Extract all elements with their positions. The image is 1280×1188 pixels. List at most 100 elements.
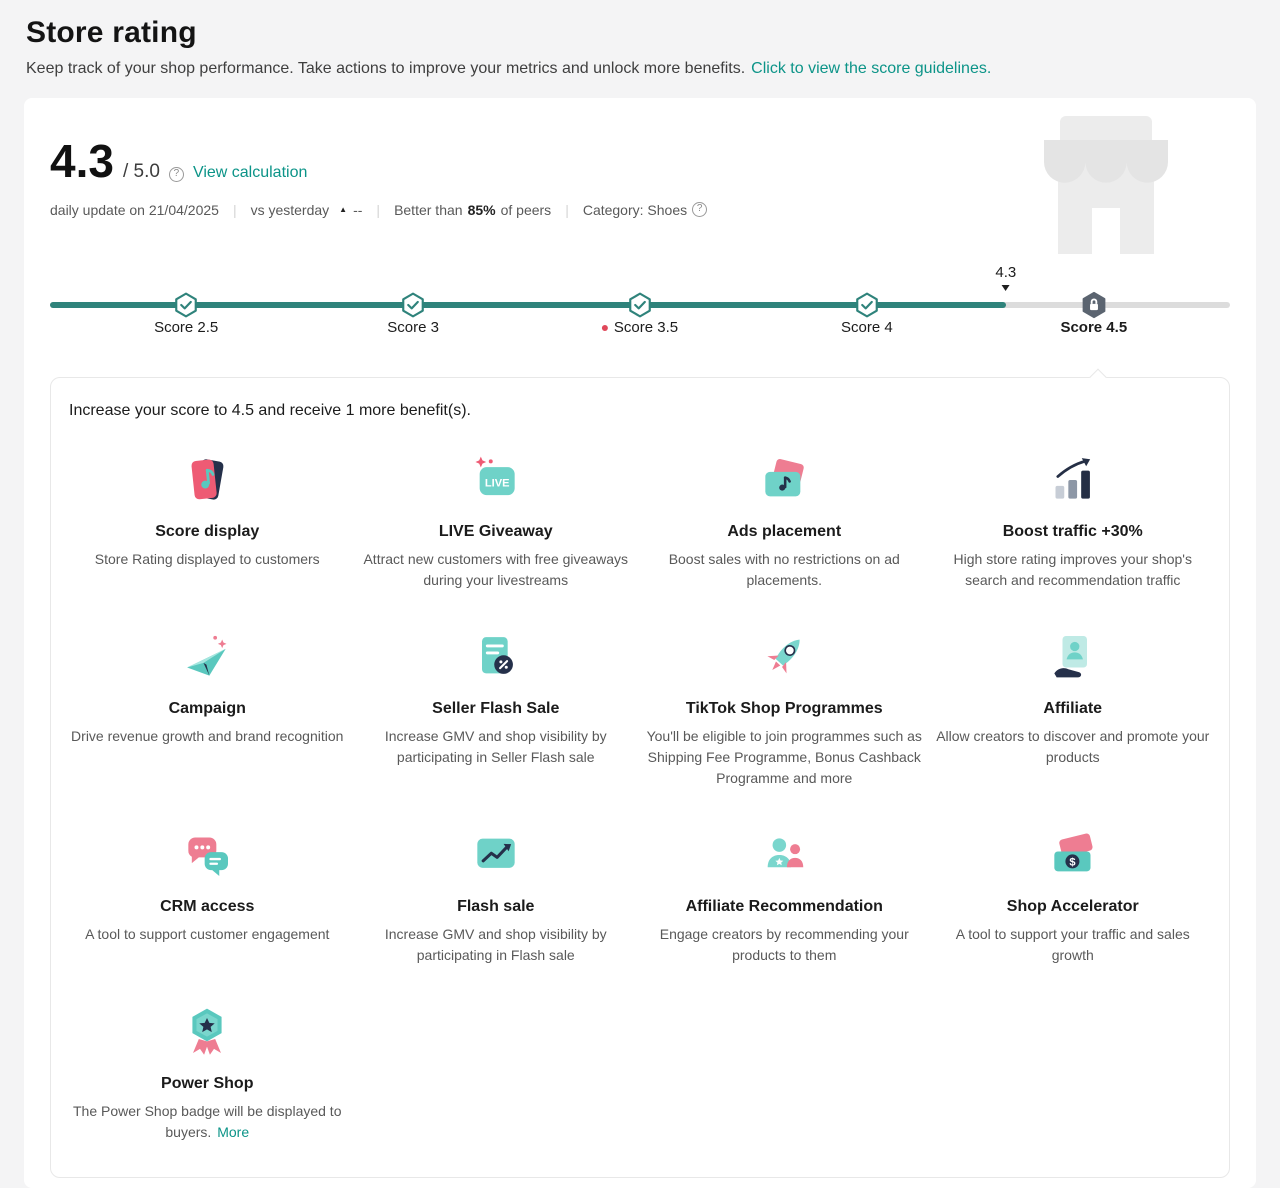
score-meta-row: daily update on 21/04/2025 | vs yesterda… <box>50 201 1230 218</box>
chart-screen-icon <box>468 827 524 883</box>
benefit-boost-traffic: Boost traffic +30% High store rating imp… <box>935 452 1212 591</box>
milestone-label-score-3-5: Score 3.5 <box>601 319 678 336</box>
badge-star-icon <box>179 1004 235 1060</box>
vs-yesterday-value: -- <box>353 202 363 218</box>
growth-chart-icon <box>1045 452 1101 508</box>
view-calculation-link[interactable]: View calculation <box>192 164 308 181</box>
alert-dot-icon <box>601 324 608 331</box>
lock-hexagon-icon <box>1082 291 1106 319</box>
milestone-label-score-4-5: Score 4.5 <box>1060 319 1128 336</box>
benefit-affiliate: Affiliate Allow creators to discover and… <box>935 629 1212 789</box>
current-score-marker: 4.3 <box>995 264 1016 295</box>
separator: | <box>376 202 381 218</box>
benefit-affiliate-recommendation: Affiliate Recommendation Engage creators… <box>646 827 923 966</box>
page-title: Store rating <box>26 16 197 49</box>
check-hexagon-icon <box>629 292 651 318</box>
better-than-prefix: Better than <box>394 202 463 218</box>
page-header: Store rating Keep track of your shop per… <box>0 0 1280 90</box>
benefit-title: LIVE Giveaway <box>438 523 553 540</box>
live-tv-icon: LIVE <box>468 452 524 508</box>
milestone-badge-score-4-5-locked <box>1080 291 1108 319</box>
more-link[interactable]: More <box>217 1124 250 1140</box>
score-row: 4.3 / 5.0 ? View calculation <box>50 138 1230 184</box>
milestone-badge-score-3-5 <box>627 292 653 318</box>
vs-yesterday-label: vs yesterday <box>250 202 330 218</box>
discount-document-icon <box>468 629 524 685</box>
milestone-badge-score-4 <box>854 292 880 318</box>
storefront-illustration <box>1030 116 1182 259</box>
better-than-peers: Better than 85% of peers <box>394 202 551 218</box>
benefit-description: Store Rating displayed to customers <box>94 551 320 567</box>
benefit-description: You'll be eligible to join programmes su… <box>646 728 922 786</box>
marker-row: 4.3 <box>50 264 1230 302</box>
benefit-description: Allow creators to discover and promote y… <box>936 728 1210 765</box>
benefit-shop-accelerator: $ Shop Accelerator A tool to support you… <box>935 827 1212 966</box>
benefit-description: Engage creators by recommending your pro… <box>659 926 909 963</box>
milestone-label-score-3: Score 3 <box>387 319 439 336</box>
wallet-ads-icon <box>756 452 812 508</box>
benefit-title: Ads placement <box>727 523 842 540</box>
page-subtitle: Keep track of your shop performance. Tak… <box>26 60 1254 78</box>
subtitle-text: Keep track of your shop performance. Tak… <box>26 60 746 77</box>
benefit-description: Increase GMV and shop visibility by part… <box>384 926 607 963</box>
benefit-description: A tool to support customer engagement <box>85 926 330 942</box>
milestone-badge-score-2-5 <box>173 292 199 318</box>
separator: | <box>565 202 569 218</box>
guidelines-link[interactable]: Click to view the score guidelines. <box>751 60 992 77</box>
milestone-labels: Score 2.5 Score 3 Score 3.5 Score 4 Scor… <box>50 319 1230 351</box>
money-bills-icon: $ <box>1045 827 1101 883</box>
two-people-icon <box>756 827 812 883</box>
phone-music-note-icon <box>179 452 235 508</box>
better-than-value: 85% <box>467 202 496 218</box>
up-arrow-icon: ▲ <box>339 204 348 214</box>
separator: | <box>232 202 237 218</box>
rocket-icon <box>756 629 812 685</box>
benefits-grid: Score display Store Rating displayed to … <box>69 452 1211 1143</box>
category-info-icon[interactable]: ? <box>692 201 708 217</box>
benefit-title: Campaign <box>168 700 246 717</box>
milestone-label-score-2-5: Score 2.5 <box>154 319 219 336</box>
svg-text:$: $ <box>1069 857 1075 869</box>
score-value: 4.3 <box>50 135 114 187</box>
benefit-title: Boost traffic +30% <box>1002 523 1143 540</box>
daily-update-text: daily update on 21/04/2025 <box>50 202 219 218</box>
benefit-seller-flash-sale: Seller Flash Sale Increase GMV and shop … <box>358 629 635 789</box>
benefit-description: High store rating improves your shop's s… <box>953 551 1192 588</box>
benefit-title: Affiliate Recommendation <box>685 898 883 915</box>
benefit-flash-sale: Flash sale Increase GMV and shop visibil… <box>358 827 635 966</box>
benefit-title: Shop Accelerator <box>1006 898 1139 915</box>
benefit-description: Drive revenue growth and brand recogniti… <box>71 728 344 744</box>
benefit-title: Flash sale <box>457 898 535 915</box>
score-progress: 4.3 Score 2.5 Score 3 S <box>50 264 1230 351</box>
benefit-title: TikTok Shop Programmes <box>685 700 883 717</box>
benefit-campaign: Campaign Drive revenue growth and brand … <box>69 629 346 789</box>
benefit-power-shop: Power Shop The Power Shop badge will be … <box>69 1004 346 1143</box>
check-hexagon-icon <box>402 292 424 318</box>
benefit-live-giveaway: LIVE LIVE Giveaway Attract new customers… <box>358 452 635 591</box>
panel-caret-icon <box>1089 368 1107 386</box>
benefit-title: Seller Flash Sale <box>432 700 560 717</box>
svg-text:LIVE: LIVE <box>485 477 510 489</box>
store-rating-card: 4.3 / 5.0 ? View calculation daily updat… <box>24 98 1256 1188</box>
benefit-crm-access: CRM access A tool to support customer en… <box>69 827 346 966</box>
benefit-title: Score display <box>155 523 260 540</box>
score-info-icon[interactable]: ? <box>168 166 184 182</box>
benefit-description: The Power Shop badge will be displayed t… <box>72 1103 342 1140</box>
question-glyph: ? <box>173 168 180 179</box>
question-glyph: ? <box>696 203 703 214</box>
benefit-description: Boost sales with no restrictions on ad p… <box>668 551 900 588</box>
benefit-title: CRM access <box>160 898 255 915</box>
benefit-description: Attract new customers with free giveaway… <box>363 551 629 588</box>
creator-card-hand-icon <box>1045 629 1101 685</box>
check-hexagon-icon <box>175 292 198 318</box>
chat-bubbles-icon <box>179 827 235 883</box>
benefits-panel: Increase your score to 4.5 and receive 1… <box>50 368 1230 1178</box>
milestone-label-score-4: Score 4 <box>841 319 893 336</box>
benefit-title: Power Shop <box>161 1075 254 1092</box>
category-text: Category: Shoes <box>582 202 688 218</box>
score-max: / 5.0 <box>122 161 160 182</box>
benefit-ads-placement: Ads placement Boost sales with no restri… <box>646 452 923 591</box>
marker-triangle-down-icon <box>1001 285 1010 295</box>
benefit-shop-programmes: TikTok Shop Programmes You'll be eligibl… <box>646 629 923 789</box>
storefront-icon <box>1044 116 1168 254</box>
